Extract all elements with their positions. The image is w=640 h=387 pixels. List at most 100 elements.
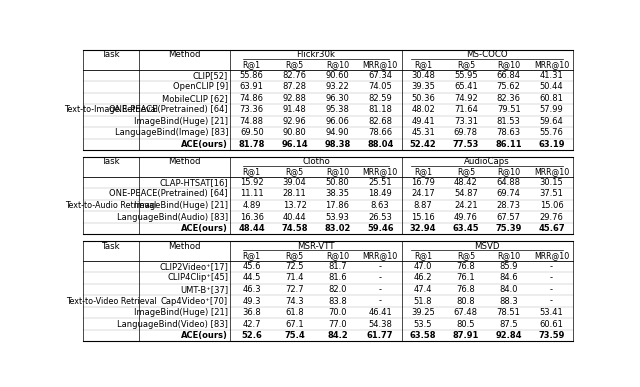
Text: R@10: R@10: [497, 60, 520, 69]
Text: 81.18: 81.18: [368, 105, 392, 115]
Text: 80.5: 80.5: [456, 320, 475, 329]
Text: Method: Method: [168, 241, 201, 250]
Text: 71.64: 71.64: [454, 105, 478, 115]
Text: 11.11: 11.11: [240, 189, 264, 199]
Text: 44.5: 44.5: [243, 274, 261, 283]
Text: 80.8: 80.8: [456, 296, 475, 305]
Text: Method: Method: [168, 158, 201, 166]
Text: 26.53: 26.53: [368, 212, 392, 221]
Text: 73.36: 73.36: [240, 105, 264, 115]
Text: 92.96: 92.96: [283, 117, 307, 126]
Text: MSVD: MSVD: [474, 241, 500, 250]
Text: 8.63: 8.63: [371, 201, 390, 210]
Text: 46.41: 46.41: [369, 308, 392, 317]
Text: 16.36: 16.36: [240, 212, 264, 221]
Text: 55.86: 55.86: [240, 71, 264, 80]
Text: LanguageBind(Video) [83]: LanguageBind(Video) [83]: [117, 320, 228, 329]
Text: 82.59: 82.59: [369, 94, 392, 103]
Text: 32.94: 32.94: [410, 224, 436, 233]
Text: R@1: R@1: [243, 168, 261, 176]
Text: MRR@10: MRR@10: [534, 168, 569, 176]
Text: Text-to-Audio Retrieval: Text-to-Audio Retrieval: [65, 201, 157, 210]
Text: 84.6: 84.6: [499, 274, 518, 283]
Text: 77.0: 77.0: [328, 320, 347, 329]
Text: R@1: R@1: [414, 168, 432, 176]
Text: -: -: [379, 262, 381, 271]
Text: 24.17: 24.17: [411, 189, 435, 199]
Text: 81.53: 81.53: [497, 117, 520, 126]
Text: 16.79: 16.79: [411, 178, 435, 187]
Text: 77.53: 77.53: [452, 140, 479, 149]
Text: -: -: [550, 296, 553, 305]
Text: 67.57: 67.57: [497, 212, 521, 221]
Text: 75.62: 75.62: [497, 82, 520, 91]
Text: 18.49: 18.49: [369, 189, 392, 199]
Text: 67.48: 67.48: [454, 308, 478, 317]
Text: 67.34: 67.34: [368, 71, 392, 80]
Text: 50.36: 50.36: [411, 94, 435, 103]
Text: 30.48: 30.48: [411, 71, 435, 80]
Text: 46.3: 46.3: [243, 285, 261, 294]
Text: 76.1: 76.1: [456, 274, 475, 283]
Text: UMT-B⁺[37]: UMT-B⁺[37]: [180, 285, 228, 294]
Text: 8.87: 8.87: [413, 201, 433, 210]
Text: -: -: [379, 274, 381, 283]
Text: 39.04: 39.04: [283, 178, 307, 187]
Text: 52.42: 52.42: [410, 140, 436, 149]
Text: MRR@10: MRR@10: [363, 60, 398, 69]
Text: 71.4: 71.4: [285, 274, 304, 283]
Text: 59.46: 59.46: [367, 224, 394, 233]
Text: 98.38: 98.38: [324, 140, 351, 149]
Text: 39.25: 39.25: [411, 308, 435, 317]
Text: 42.7: 42.7: [243, 320, 261, 329]
Text: 74.86: 74.86: [240, 94, 264, 103]
Text: 82.76: 82.76: [283, 71, 307, 80]
Text: 48.42: 48.42: [454, 178, 477, 187]
Text: 64.88: 64.88: [497, 178, 521, 187]
Text: 13.72: 13.72: [283, 201, 307, 210]
Text: 63.58: 63.58: [410, 331, 436, 340]
Text: 73.31: 73.31: [454, 117, 478, 126]
Text: R@5: R@5: [285, 168, 303, 176]
Text: 69.50: 69.50: [240, 128, 264, 137]
Text: 4.89: 4.89: [243, 201, 261, 210]
Text: 79.51: 79.51: [497, 105, 520, 115]
Text: 47.4: 47.4: [414, 285, 432, 294]
Text: MRR@10: MRR@10: [534, 252, 569, 260]
Text: 49.41: 49.41: [412, 117, 435, 126]
Text: Text-to-Image Retrieval: Text-to-Image Retrieval: [64, 105, 158, 115]
Text: 88.3: 88.3: [499, 296, 518, 305]
Text: 81.7: 81.7: [328, 262, 347, 271]
Text: 87.91: 87.91: [452, 331, 479, 340]
Text: 15.92: 15.92: [240, 178, 264, 187]
Text: 47.0: 47.0: [414, 262, 432, 271]
Text: 48.44: 48.44: [239, 224, 265, 233]
Text: 92.88: 92.88: [283, 94, 307, 103]
Text: 45.6: 45.6: [243, 262, 261, 271]
Text: R@5: R@5: [457, 60, 475, 69]
Text: 57.99: 57.99: [540, 105, 563, 115]
Text: MS-COCO: MS-COCO: [467, 50, 508, 60]
Text: -: -: [550, 262, 553, 271]
Text: MSR-VTT: MSR-VTT: [297, 241, 335, 250]
Text: 30.15: 30.15: [540, 178, 563, 187]
Text: 55.76: 55.76: [540, 128, 563, 137]
Text: 93.22: 93.22: [326, 82, 349, 91]
Text: 49.76: 49.76: [454, 212, 478, 221]
Text: 61.8: 61.8: [285, 308, 304, 317]
Text: 75.4: 75.4: [284, 331, 305, 340]
Text: 15.16: 15.16: [411, 212, 435, 221]
Text: 67.1: 67.1: [285, 320, 304, 329]
Text: ImageBind(Huge) [21]: ImageBind(Huge) [21]: [134, 201, 228, 210]
Text: CLIP2Video⁺[17]: CLIP2Video⁺[17]: [159, 262, 228, 271]
Text: LanguageBind(Audio) [83]: LanguageBind(Audio) [83]: [117, 212, 228, 221]
Text: 45.31: 45.31: [411, 128, 435, 137]
Text: 61.77: 61.77: [367, 331, 394, 340]
Text: 48.02: 48.02: [411, 105, 435, 115]
Text: 60.61: 60.61: [540, 320, 563, 329]
Text: 88.04: 88.04: [367, 140, 394, 149]
Text: 82.36: 82.36: [497, 94, 521, 103]
Text: 81.6: 81.6: [328, 274, 347, 283]
Text: Clotho: Clotho: [302, 158, 330, 166]
Text: -: -: [379, 296, 381, 305]
